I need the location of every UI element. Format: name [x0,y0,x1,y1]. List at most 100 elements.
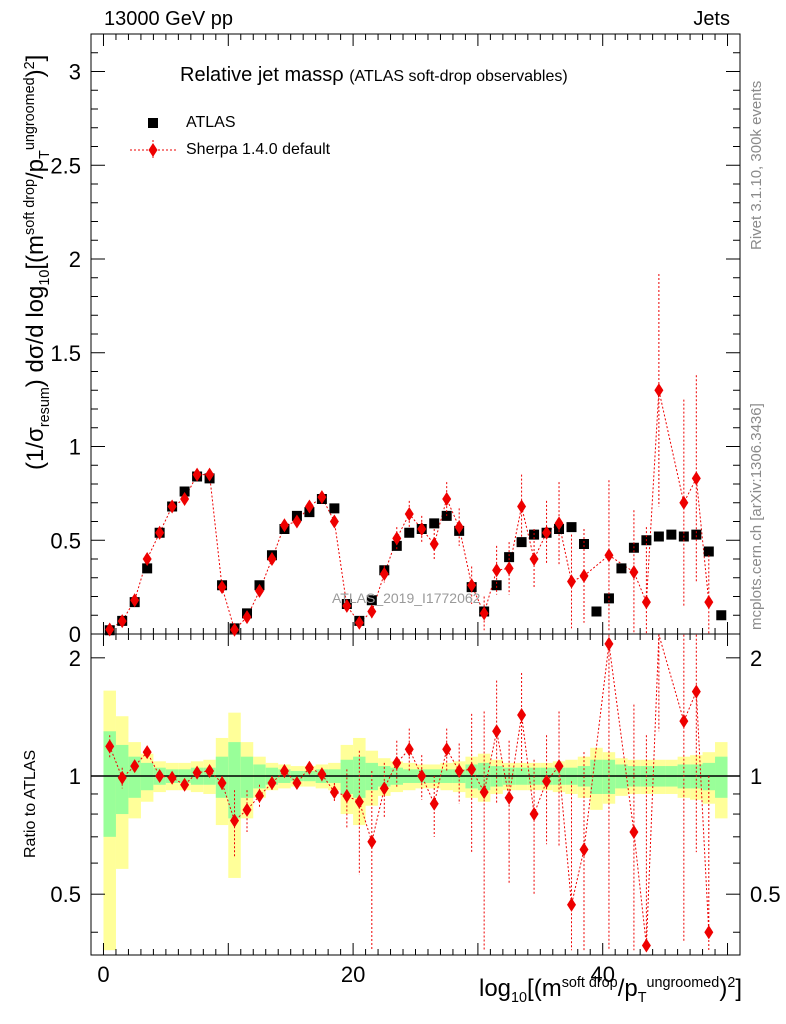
atlas-point [404,527,415,538]
sherpa-point [579,568,589,583]
sherpa-point [180,492,190,506]
y-tick-label: 2.5 [50,153,81,178]
axis-tick-labels: 0 20 40 0 0.5 1 1.5 2 2.5 3 0.5 0.5 1 1 2 2 [50,60,780,988]
y-axis-label: (1/σresum) dσ/d log10[(msoft drop/pTungr… [22,54,53,470]
sherpa-ratio-point [567,897,577,912]
sherpa-point [142,552,152,566]
sherpa-point [329,514,339,529]
sherpa-point [641,595,651,610]
atlas-point [179,486,190,497]
atlas-point [653,531,664,542]
y-tick-label: 0.5 [50,528,81,553]
sherpa-point [117,614,127,629]
atlas-point [366,595,377,606]
sherpa-point [254,583,264,598]
ratio-band-inner [228,742,241,819]
x-axis-label: log10[(msoft drop/pTungroomed)2] [478,975,742,1006]
sherpa-curve-main [109,390,710,631]
ratio-band-inner [340,759,354,794]
sherpa-ratio-point [317,767,327,782]
ratio-y-tick-label: 2 [69,646,81,671]
atlas-point [504,552,515,563]
legend-sherpa-marker [148,143,158,157]
sherpa-ratio-point [354,794,364,809]
atlas-point [142,563,153,574]
sherpa-ratio-point [192,765,202,780]
x-tick-label: 20 [341,962,365,987]
sherpa-ratio-point [542,774,552,789]
atlas-point [603,593,614,604]
chart-title-main: Relative jet massρ [180,64,344,86]
header-left: 13000 GeV pp [104,8,233,30]
sherpa-ratio-point [454,763,464,778]
ratio-y-tick-label-right: 2 [750,646,762,671]
sherpa-point [442,492,452,506]
atlas-point [578,539,589,549]
sherpa-ratio-point [205,763,215,778]
ratio-uncertainty-bands [91,690,740,951]
sherpa-ratio-point [117,770,127,785]
sherpa-ratio-point [342,788,352,803]
sherpa-ratio-point [292,775,302,790]
y-tick-label: 1.5 [50,341,81,366]
sherpa-ratio-point [242,802,252,817]
sherpa-ratio-point [279,763,289,778]
sherpa-ratio-point [267,775,277,790]
sherpa-point [304,499,314,514]
axis-ticks [90,33,740,955]
ratio-y-tick-label: 1 [69,764,81,789]
sherpa-ratio-point [579,842,589,857]
y-tick-label: 0 [69,622,81,647]
sherpa-point [517,499,527,514]
atlas-point [703,546,714,557]
sherpa-point [704,595,714,610]
mcplots-label: mcplots.cern.ch [arXiv:1306.3436] [748,403,765,630]
sherpa-point [679,495,689,510]
ratio-y-axis-label: Ratio to ATLAS [22,749,39,858]
atlas-point [691,529,702,540]
sherpa-ratio-point [504,790,514,805]
sherpa-ratio-point [379,781,389,796]
atlas-point [666,529,677,540]
sherpa-point [279,518,289,533]
sherpa-point [155,525,165,540]
sherpa-point [567,574,577,589]
sherpa-ratio-point [167,770,177,785]
sherpa-point [417,522,427,536]
sherpa-ratio-point [492,724,502,739]
sherpa-ratio-point [329,785,339,800]
sherpa-ratio-point [679,714,689,729]
sherpa-point [529,552,539,566]
ratio-band-inner [715,756,728,798]
ratio-y-tick-label-right: 0.5 [750,882,781,907]
series-curves [109,390,710,946]
ratio-band-inner [353,756,366,798]
sherpa-ratio-point [254,788,264,803]
data-points [104,274,727,953]
sherpa-point [454,520,464,535]
sherpa-ratio-point [417,769,427,784]
sherpa-ratio-point [304,760,314,775]
sherpa-point [504,561,514,576]
ratio-band-inner [590,759,603,794]
x-tick-label: 40 [590,962,614,987]
sherpa-ratio-point [442,742,452,757]
atlas-point [566,522,577,533]
sherpa-point [230,622,240,637]
sherpa-point [404,507,414,521]
sherpa-ratio-point [517,708,527,723]
legend-sherpa: Sherpa 1.4.0 default [186,141,331,158]
sherpa-point [429,537,439,551]
sherpa-ratio-point [105,739,115,754]
atlas-point [491,580,502,591]
sherpa-ratio-point [155,769,165,784]
sherpa-point [105,622,115,637]
chart-title: Relative jet massρ (ATLAS soft-drop obse… [180,64,568,87]
ratio-y-tick-label-right: 1 [750,764,762,789]
sherpa-ratio-point [604,636,614,651]
sherpa-ratio-point [217,775,227,790]
ratio-band-inner [602,759,616,794]
sherpa-point [267,552,277,566]
ratio-y-tick-label: 0.5 [50,882,81,907]
